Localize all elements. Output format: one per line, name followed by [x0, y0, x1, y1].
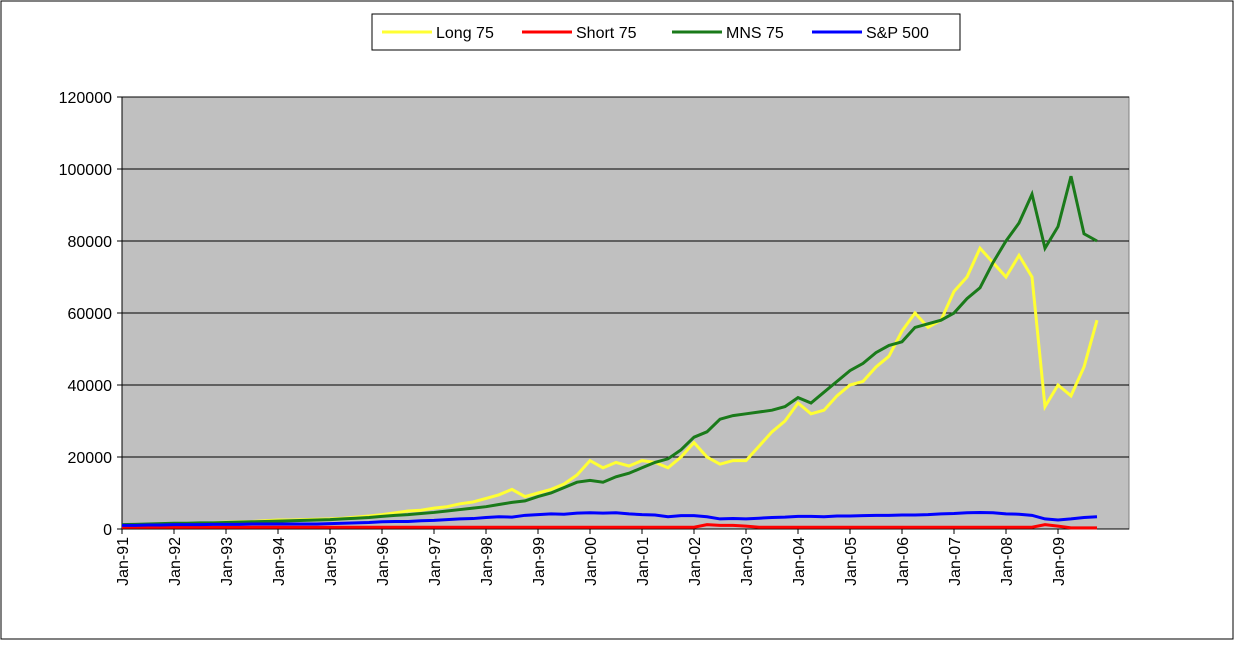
x-tick-label: Jan-04 [791, 537, 808, 586]
x-tick-label: Jan-07 [947, 537, 964, 586]
x-tick-label: Jan-97 [427, 537, 444, 586]
x-tick-label: Jan-01 [635, 537, 652, 586]
x-tick-label: Jan-91 [115, 537, 132, 586]
x-tick-label: Jan-00 [583, 537, 600, 586]
series-line [121, 175, 1098, 527]
x-tick-label: Jan-06 [895, 537, 912, 586]
y-tick-label: 0 [103, 522, 112, 539]
x-tick-label: Jan-09 [1051, 537, 1068, 586]
y-tick-label: 20000 [68, 450, 113, 467]
x-tick-label: Jan-99 [531, 537, 548, 586]
y-tick-label: 80000 [68, 234, 113, 251]
x-tick-label: Jan-93 [219, 537, 236, 586]
x-tick-label: Jan-02 [687, 537, 704, 586]
legend-label: Short 75 [576, 25, 637, 42]
x-tick-label: Jan-03 [739, 537, 756, 586]
legend-label: S&P 500 [866, 25, 929, 42]
y-tick-label: 120000 [59, 90, 112, 107]
x-tick-label: Jan-08 [999, 537, 1016, 586]
legend-label: MNS 75 [726, 25, 784, 42]
series-line [122, 510, 1098, 527]
x-tick-label: Jan-95 [323, 537, 340, 586]
x-tick-label: Jan-96 [375, 537, 392, 586]
y-tick-label: 100000 [59, 162, 112, 179]
legend-label: Long 75 [436, 25, 494, 42]
x-tick-label: Jan-05 [843, 537, 860, 586]
x-tick-label: Jan-98 [479, 537, 496, 586]
x-tick-label: Jan-92 [167, 537, 184, 586]
y-tick-label: 40000 [68, 378, 113, 395]
series-line [122, 523, 1097, 530]
y-tick-label: 60000 [68, 306, 113, 323]
x-tick-label: Jan-94 [271, 537, 288, 586]
